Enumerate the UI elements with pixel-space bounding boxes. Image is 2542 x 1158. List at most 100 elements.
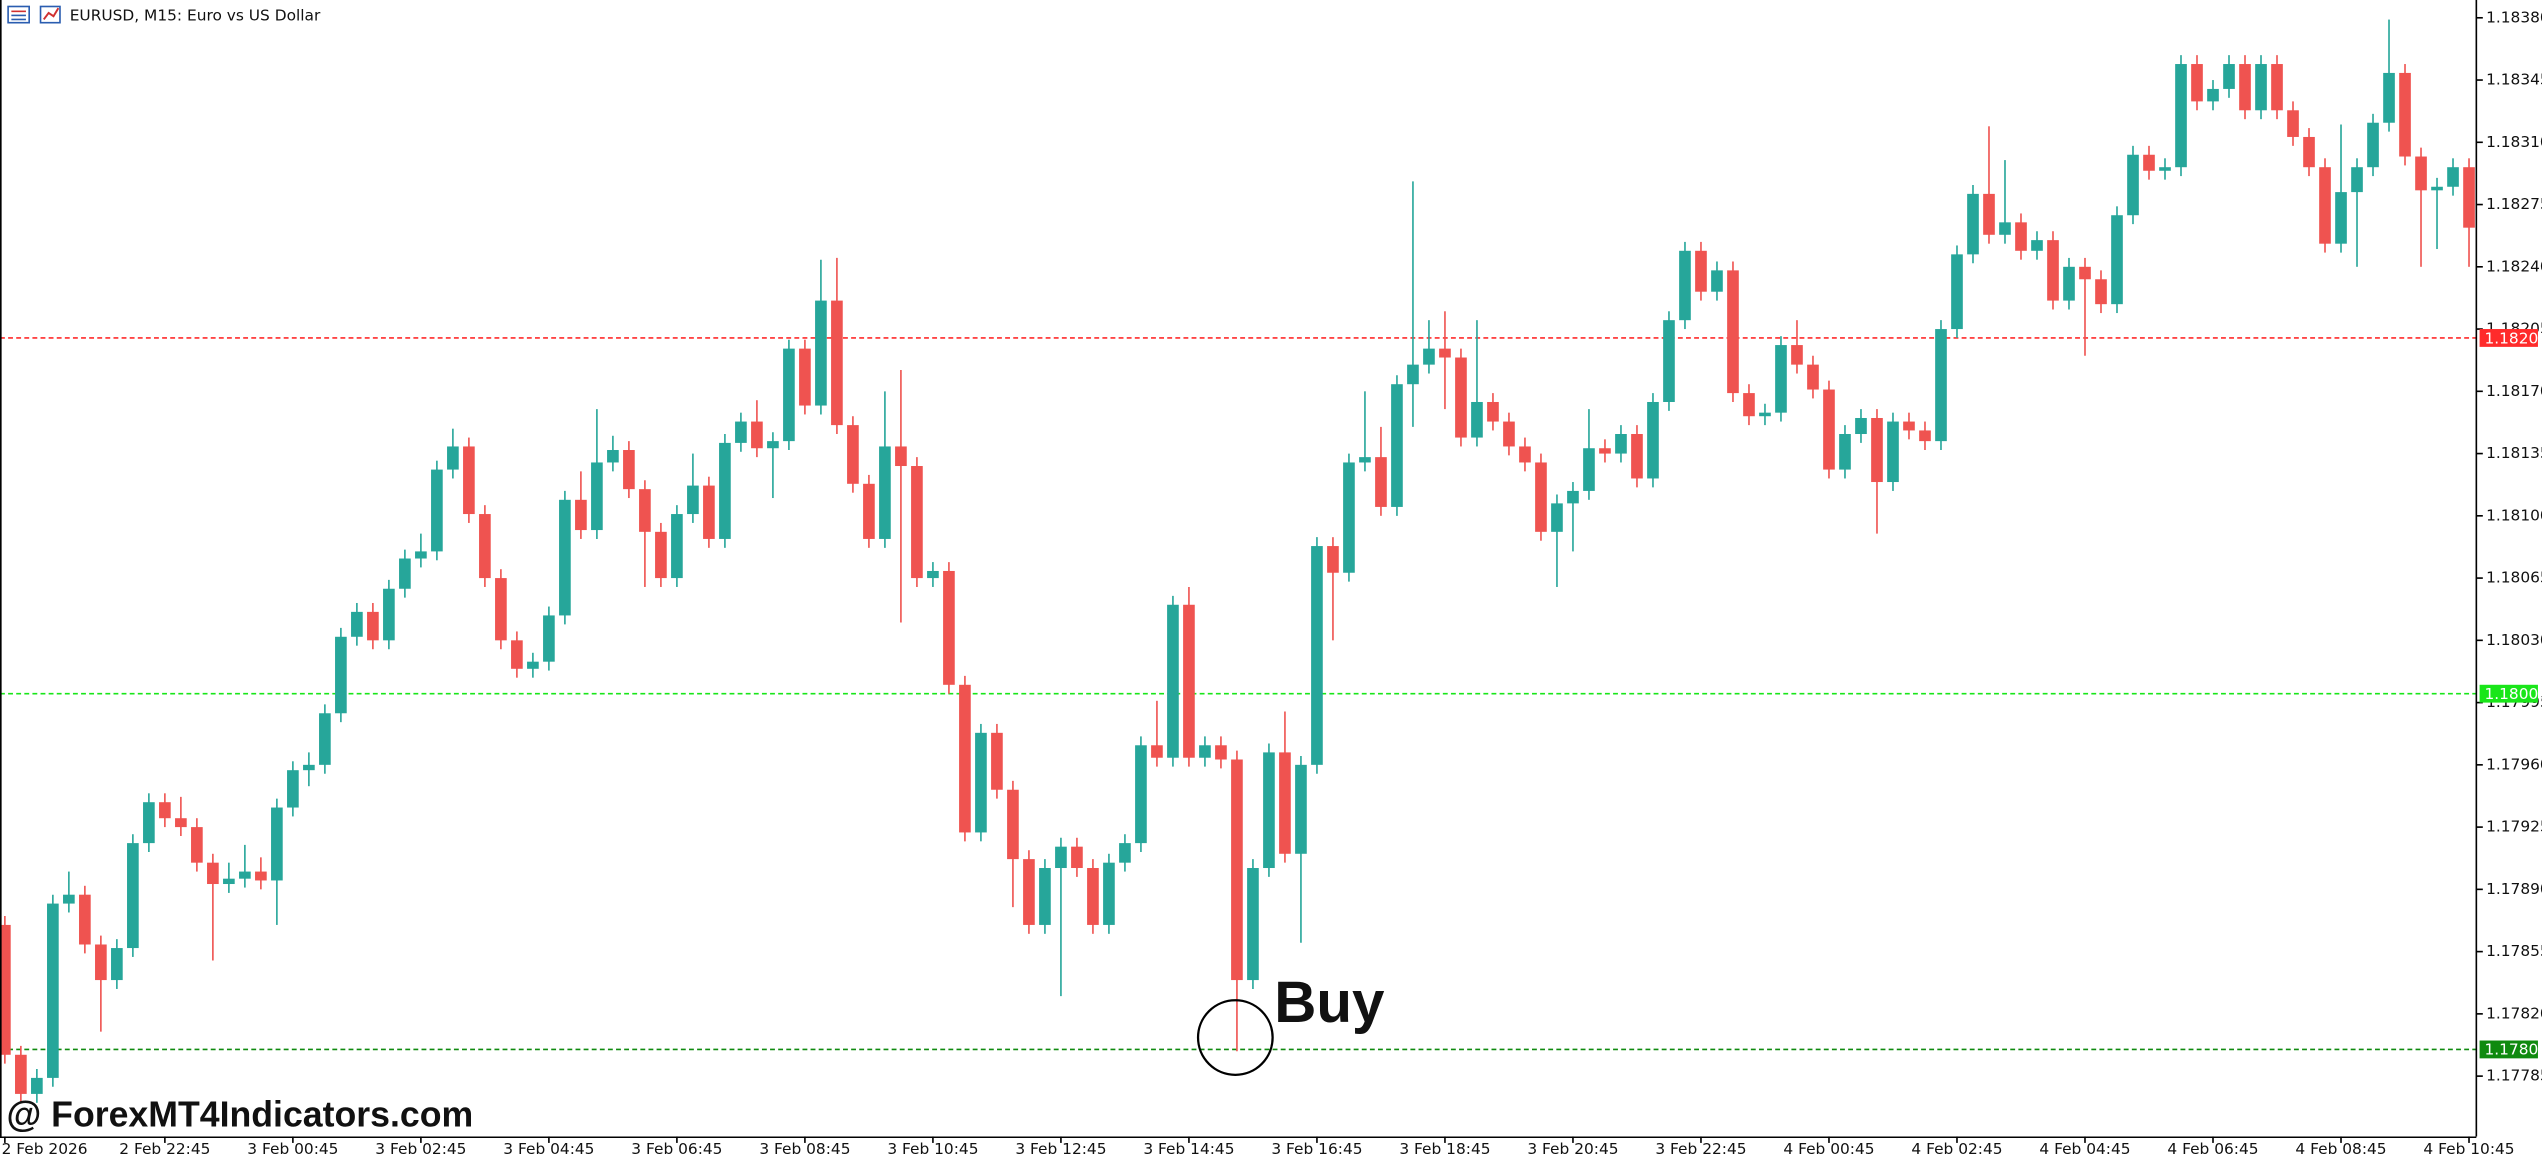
candle-body (527, 661, 539, 669)
candle-body (687, 485, 699, 515)
candle-body (2143, 154, 2155, 171)
y-tick-label: 1.18065 (2486, 569, 2542, 587)
candle-body (927, 570, 939, 579)
candle-body (95, 944, 107, 981)
candle-body (495, 578, 507, 641)
candle-body (1007, 789, 1019, 860)
candle-body (1871, 417, 1883, 483)
candle-body (1839, 434, 1851, 470)
axes: 1.18380 1.18345 1.18310 1.18275 1.18240 1.182… (2, 8, 2542, 1158)
candle-body (1455, 357, 1467, 438)
candle-body (127, 843, 139, 949)
candle-body (1935, 329, 1947, 442)
x-tick-label: 3 Feb 10:45 (887, 1140, 978, 1158)
candle-body (943, 570, 955, 685)
y-tick-label: 1.17855 (2486, 942, 2542, 960)
level-tag (2479, 684, 2538, 703)
candle-body (15, 1054, 27, 1094)
candle-body (1807, 364, 1819, 390)
candle-body (879, 446, 891, 539)
candle-body (1823, 389, 1835, 470)
candle-body (1311, 546, 1323, 765)
candle-body (111, 948, 123, 981)
candle-body (815, 300, 827, 406)
candle-body (703, 485, 715, 539)
candle-body (1631, 434, 1643, 479)
candle-body (575, 499, 587, 531)
y-tick-label: 1.18380 (2486, 8, 2542, 26)
y-tick-label: 1.17960 (2486, 755, 2542, 773)
candle-body (223, 878, 235, 885)
candle-body (383, 588, 395, 641)
candle-body (415, 551, 427, 559)
candle-body (175, 818, 187, 828)
candle-body (2079, 266, 2091, 280)
signal-label: Buy (1274, 970, 1385, 1035)
x-tick-label: 4 Feb 06:45 (2167, 1140, 2258, 1158)
candle-body (623, 450, 635, 490)
candle-body (1775, 345, 1787, 413)
candle-body (303, 764, 315, 771)
candle-body (351, 611, 363, 637)
candle-body (63, 894, 75, 904)
level-tag (2479, 1040, 2538, 1059)
candle-body (1247, 868, 1259, 981)
candle-body (2303, 136, 2315, 168)
candle-body (207, 862, 219, 885)
candle-body (1647, 401, 1659, 479)
y-tick-label: 1.18275 (2486, 195, 2542, 213)
level-tag-label: 1.17800 (2484, 1041, 2542, 1059)
x-tick-label: 4 Feb 00:45 (1783, 1140, 1874, 1158)
candle-body (2159, 167, 2171, 171)
y-tick-label: 1.18310 (2486, 133, 2542, 151)
candle-body (2127, 154, 2139, 216)
candle-body (335, 636, 347, 714)
candle-body (607, 450, 619, 463)
signal-circle (1196, 999, 1274, 1076)
candle-body (1039, 868, 1051, 925)
candle-body (2207, 88, 2219, 102)
x-tick-label: 4 Feb 08:45 (2295, 1140, 2386, 1158)
candle-body (863, 483, 875, 539)
candle-body (1743, 393, 1755, 417)
candle-body (271, 807, 283, 881)
candle-body (1423, 348, 1435, 365)
candle-body (1119, 843, 1131, 863)
candle-body (431, 469, 443, 552)
candle-body (47, 903, 59, 1078)
y-tick-label: 1.18240 (2486, 257, 2542, 275)
candle-body (655, 531, 667, 579)
y-tick-label: 1.17820 (2486, 1004, 2542, 1022)
candle-body (1103, 862, 1115, 925)
candle-body (975, 732, 987, 833)
y-tick-label: 1.17925 (2486, 818, 2542, 836)
candle-body (0, 924, 11, 1055)
candle-body (1215, 745, 1227, 760)
level-tag (2479, 329, 2538, 347)
candle-body (399, 558, 411, 589)
candle-body (991, 732, 1003, 790)
candle-body (799, 348, 811, 406)
candle-body (735, 421, 747, 443)
x-tick-label: 2 Feb 22:45 (119, 1140, 210, 1158)
candle-body (2047, 240, 2059, 301)
icon-line (42, 7, 60, 21)
chart-title: EURUSD, M15: Euro vs US Dollar (70, 7, 321, 25)
candle-body (1919, 430, 1931, 442)
candle-body (1199, 745, 1211, 758)
candle-body (1663, 320, 1675, 402)
candle-body (1407, 364, 1419, 385)
candle-body (1023, 859, 1035, 925)
y-tick-label: 1.18100 (2486, 506, 2542, 524)
candle-body (1679, 250, 1691, 321)
candle-body (1295, 764, 1307, 854)
candle-body (1375, 457, 1387, 507)
x-tick-label: 4 Feb 10:45 (2423, 1140, 2514, 1158)
candle-body (1231, 759, 1243, 981)
candle-body (159, 802, 171, 819)
x-tick-label: 3 Feb 12:45 (1015, 1140, 1106, 1158)
candle-body (2447, 167, 2459, 187)
candle-body (367, 611, 379, 641)
